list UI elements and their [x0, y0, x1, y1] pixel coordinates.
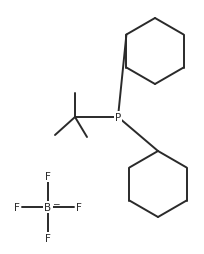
Text: F: F — [76, 202, 82, 212]
Text: F: F — [45, 171, 51, 181]
Text: B: B — [44, 202, 51, 212]
Text: P: P — [114, 113, 121, 122]
Text: F: F — [45, 233, 51, 243]
Text: F: F — [14, 202, 20, 212]
Text: −: − — [52, 199, 59, 208]
